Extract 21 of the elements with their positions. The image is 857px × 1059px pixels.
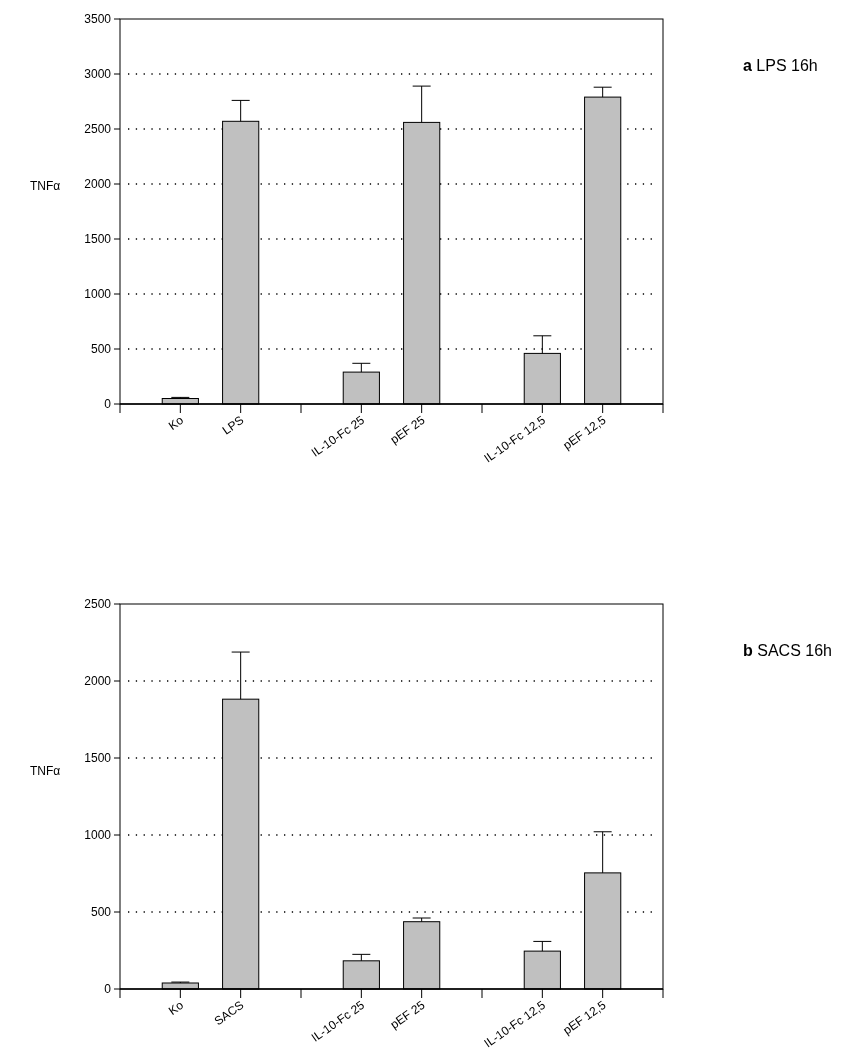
x-tick-label: Ko — [165, 412, 187, 433]
y-tick-label: 1500 — [84, 232, 112, 246]
y-tick-label: 0 — [104, 982, 112, 996]
text: a LPS 16h — [743, 57, 818, 74]
y-axis-title: TNFα — [30, 763, 61, 778]
y-tick-label: 1500 — [84, 751, 112, 765]
y-tick-label: 3500 — [84, 12, 112, 26]
y-tick-label: 2500 — [84, 597, 112, 611]
y-tick-label: 1000 — [84, 287, 112, 301]
y-tick-label: 3000 — [84, 67, 112, 81]
y-tick-label: 2000 — [84, 674, 112, 688]
x-tick-label: Ko — [165, 997, 187, 1018]
x-tick-label: LPS — [219, 412, 247, 438]
y-tick-label: 500 — [90, 342, 112, 356]
y-tick-label: 2500 — [84, 122, 112, 136]
y-tick-label: 500 — [90, 905, 112, 919]
text: b SACS 16h — [743, 642, 832, 659]
y-tick-label: 2000 — [84, 177, 112, 191]
y-axis-title: TNFα — [30, 178, 61, 193]
y-tick-label: 1000 — [84, 828, 112, 842]
y-tick-label: 0 — [104, 397, 112, 411]
